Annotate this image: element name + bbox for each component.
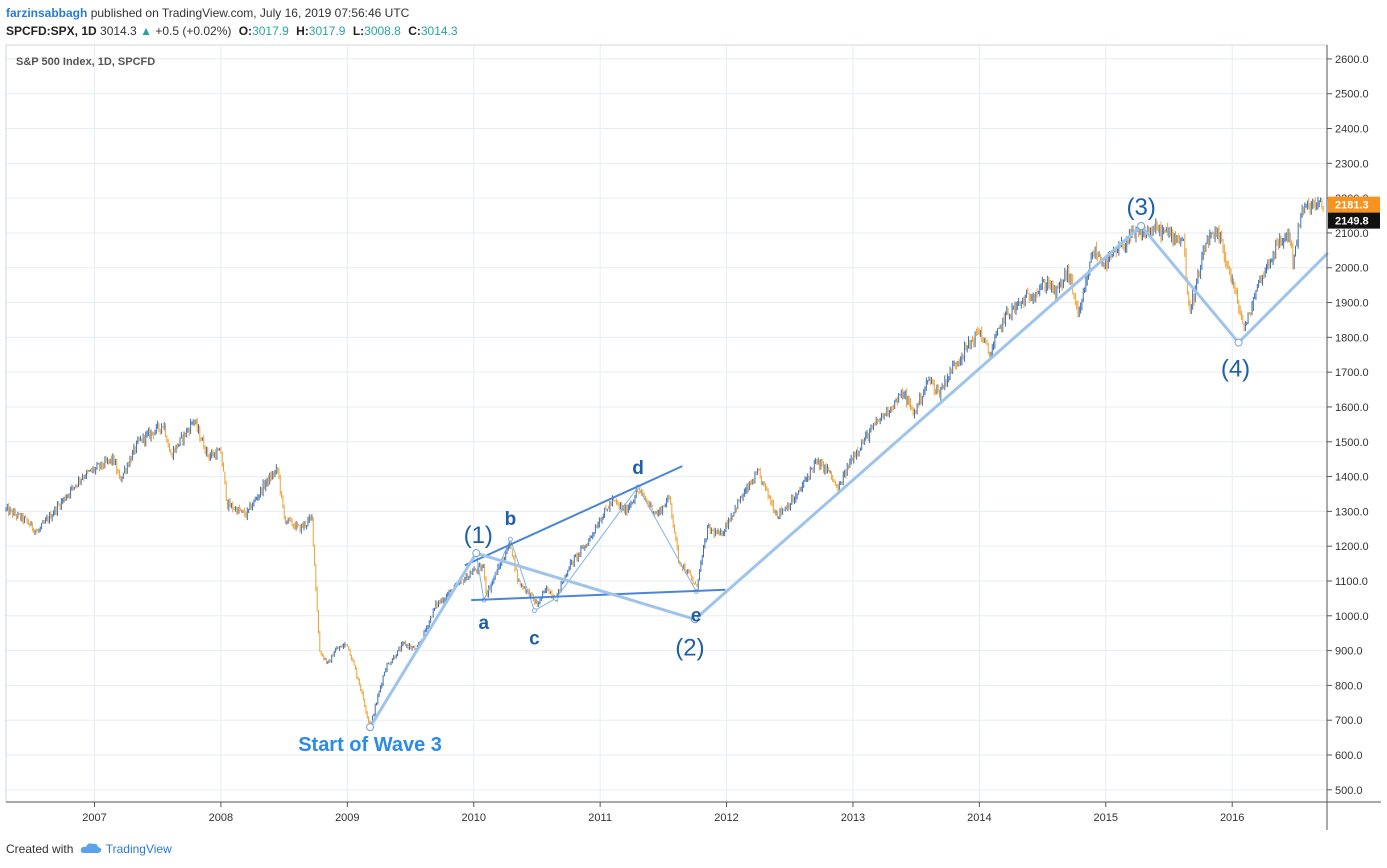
x-tick-label: 2007 [82,812,106,824]
elliott-wave-line[interactable] [474,551,697,621]
publish-line: farzinsabbagh published on TradingView.c… [6,4,458,22]
open-label: O: [238,24,253,38]
wave-pivot-marker[interactable] [472,549,481,558]
x-tick-label: 2013 [841,812,865,824]
ohlc-line: SPCFD:SPX, 1D 3014.3 ▲ +0.5 (+0.02%) O:3… [6,22,458,40]
price-tag-label: 2149.8 [1335,216,1369,228]
wave-pivot-marker[interactable] [366,723,375,732]
wave-label: (1) [464,522,493,549]
y-tick-label: 2000.0 [1335,263,1369,275]
tradingview-cloud-icon [80,843,101,853]
close-value: 3014.3 [420,24,458,38]
x-tick-label: 2012 [714,812,738,824]
wave-label: d [632,458,644,479]
abcde-point-marker[interactable] [531,608,537,614]
y-tick-label: 1000.0 [1335,611,1369,623]
wave-label: (3) [1127,194,1156,221]
x-tick-label: 2016 [1220,812,1244,824]
wave-label: a [479,613,490,634]
elliott-wave-line[interactable] [1139,224,1241,345]
wave-overlays[interactable] [366,221,1329,732]
y-tick-label: 1300.0 [1335,506,1369,518]
price-axis[interactable]: 2600.02500.02400.02300.02200.02100.02000… [1327,54,1369,797]
wave-labels: Start of Wave 3 (1) (2) (3) (4) a b c d e [298,194,1250,756]
y-tick-label: 500.0 [1335,785,1363,797]
high-label: H: [296,24,309,38]
elliott-wave-line[interactable] [368,551,478,729]
wave-pivot-marker[interactable] [1234,338,1243,347]
price-tags: 2181.3 2149.8 [1328,196,1380,229]
y-tick-label: 2600.0 [1335,54,1369,66]
symbol-label[interactable]: SPCFD:SPX, 1D [6,24,97,38]
wave-pivot-marker[interactable] [690,615,699,624]
elliott-wave-line[interactable] [693,224,1143,621]
elliott-wave-line[interactable] [1237,252,1329,345]
y-tick-label: 2500.0 [1335,89,1369,101]
publish-header: farzinsabbagh published on TradingView.c… [6,4,458,40]
created-with-text: Created with [6,842,74,856]
triangle-channel-line[interactable] [464,465,683,567]
author-link[interactable]: farzinsabbagh [6,6,88,20]
y-tick-label: 2400.0 [1335,124,1369,136]
y-tick-label: 600.0 [1335,750,1363,762]
y-tick-label: 1800.0 [1335,332,1369,344]
y-tick-label: 1500.0 [1335,437,1369,449]
x-tick-label: 2010 [461,812,485,824]
up-arrow-icon: ▲ [140,24,152,38]
high-value: 3017.9 [308,24,346,38]
y-tick-label: 2300.0 [1335,158,1369,170]
tradingview-link[interactable]: TradingView [105,842,172,856]
wave-label: e [691,605,702,626]
price-tag-box [1328,212,1380,229]
footer: Created with TradingView [6,842,172,856]
wave-label: (4) [1221,356,1250,383]
price-change: +0.5 (+0.02%) [155,24,232,38]
wave-label: Start of Wave 3 [298,734,442,756]
y-tick-label: 2100.0 [1335,228,1369,240]
abcde-point-marker[interactable] [507,536,513,542]
triangle-channel-line[interactable] [471,588,726,602]
y-tick-label: 1100.0 [1335,576,1368,588]
y-tick-label: 1200.0 [1335,541,1369,553]
x-tick-label: 2008 [209,812,233,824]
y-tick-label: 1900.0 [1335,298,1369,310]
y-tick-label: 1400.0 [1335,472,1369,484]
x-tick-label: 2014 [967,812,991,824]
publish-info: published on TradingView.com, July 16, 2… [90,6,410,20]
x-tick-label: 2011 [588,812,612,824]
x-tick-label: 2015 [1094,812,1118,824]
wave-pivot-marker[interactable] [1137,221,1146,230]
x-tick-label: 2009 [335,812,359,824]
low-value: 3008.8 [364,24,401,38]
wave-label: b [505,509,517,530]
wave-label: c [529,629,540,650]
price-candles [5,196,1324,730]
chart-grid [6,45,1327,802]
time-axis[interactable]: 2007 2008 2009 2010 2011 2012 2013 2014 2015 2016 [82,802,1244,824]
open-value: 3017.9 [252,24,289,38]
y-tick-label: 700.0 [1335,715,1363,727]
price-tag-label: 2181.3 [1335,200,1369,212]
close-label: C: [408,24,421,38]
wave-label: (2) [675,634,704,661]
last-price: 3014.3 [100,24,137,38]
y-tick-label: 1600.0 [1335,402,1369,414]
y-tick-label: 1700.0 [1335,367,1369,379]
plot-frame [5,44,1328,803]
y-tick-label: 800.0 [1335,680,1363,692]
price-tag-box [1328,196,1380,213]
y-tick-label: 900.0 [1335,646,1363,658]
low-label: L: [352,24,365,38]
chart-title: S&P 500 Index, 1D, SPCFD [16,56,155,68]
